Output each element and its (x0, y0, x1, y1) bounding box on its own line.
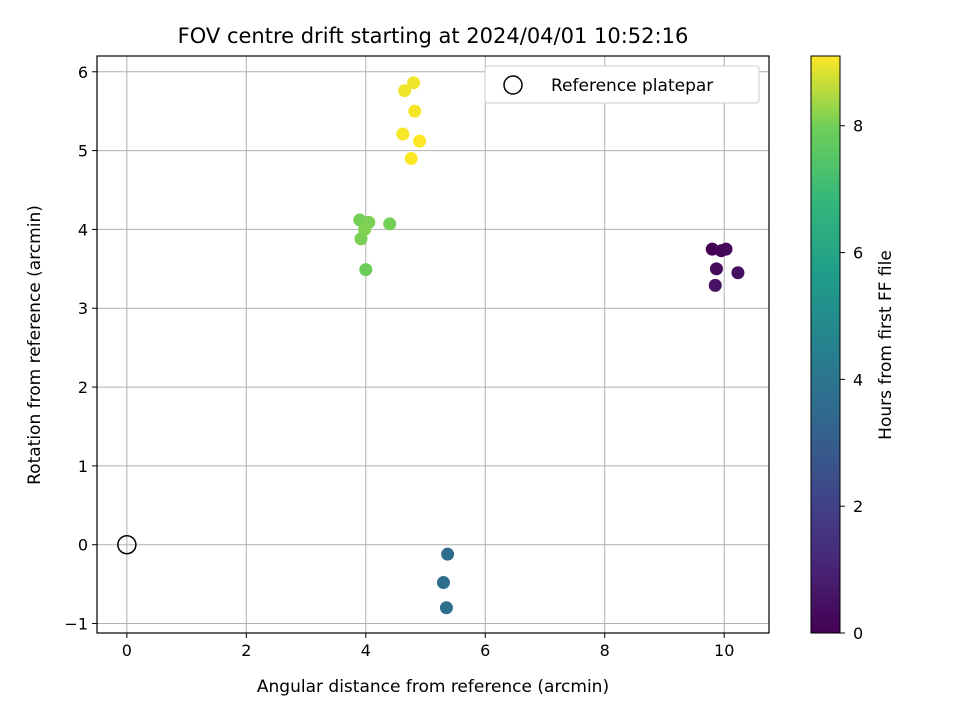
y-axis-ticks: −1 0 1 2 3 4 5 6 (64, 63, 97, 634)
y-tick-label: 3 (78, 299, 88, 318)
data-point (731, 266, 745, 280)
chart-title: FOV centre drift starting at 2024/04/01 … (178, 24, 689, 48)
colorbar-tick-label: 4 (853, 370, 863, 389)
colorbar-ticks: 0 2 4 6 8 (840, 117, 863, 643)
x-axis-ticks: 0 2 4 6 8 10 (122, 633, 734, 660)
data-point (413, 134, 427, 148)
colorbar-tick-label: 2 (853, 497, 863, 516)
y-axis-label: Rotation from reference (arcmin) (25, 205, 45, 485)
y-tick-label: 4 (78, 220, 88, 239)
x-tick-label: 6 (480, 641, 490, 660)
legend: Reference platepar (484, 65, 760, 104)
x-tick-label: 8 (600, 641, 610, 660)
colorbar-tick-label: 8 (853, 117, 863, 136)
data-point (396, 127, 410, 141)
data-point (404, 151, 418, 165)
colorbar-tick-label: 6 (853, 244, 863, 263)
data-point (436, 576, 450, 590)
grid (97, 56, 769, 633)
x-tick-label: 2 (241, 641, 251, 660)
data-point (719, 242, 733, 256)
x-tick-label: 4 (361, 641, 371, 660)
data-points (353, 76, 745, 615)
data-point (441, 547, 455, 561)
legend-entry: Reference platepar (551, 76, 713, 96)
data-point (709, 262, 723, 276)
y-tick-label: 1 (78, 457, 88, 476)
data-point (708, 278, 722, 292)
x-tick-label: 0 (122, 641, 132, 660)
data-point (439, 601, 453, 615)
reference-marker (117, 534, 137, 555)
plot-frame (96, 55, 770, 634)
data-point (408, 104, 422, 118)
data-point (359, 263, 373, 277)
legend-marker (503, 75, 523, 95)
y-tick-label: −1 (64, 615, 88, 634)
colorbar-label: Hours from first FF file (876, 250, 896, 440)
data-point (354, 232, 368, 246)
y-tick-label: 6 (78, 63, 88, 82)
data-point (398, 84, 412, 98)
data-point (407, 76, 421, 90)
colorbar-tick-label: 0 (853, 624, 863, 643)
y-tick-label: 0 (78, 536, 88, 555)
y-tick-label: 2 (78, 378, 88, 397)
legend-box (484, 65, 760, 104)
y-tick-label: 5 (78, 142, 88, 161)
colorbar (810, 55, 841, 634)
data-point (383, 217, 397, 231)
x-tick-label: 10 (714, 641, 734, 660)
x-axis-label: Angular distance from reference (arcmin) (257, 677, 609, 697)
